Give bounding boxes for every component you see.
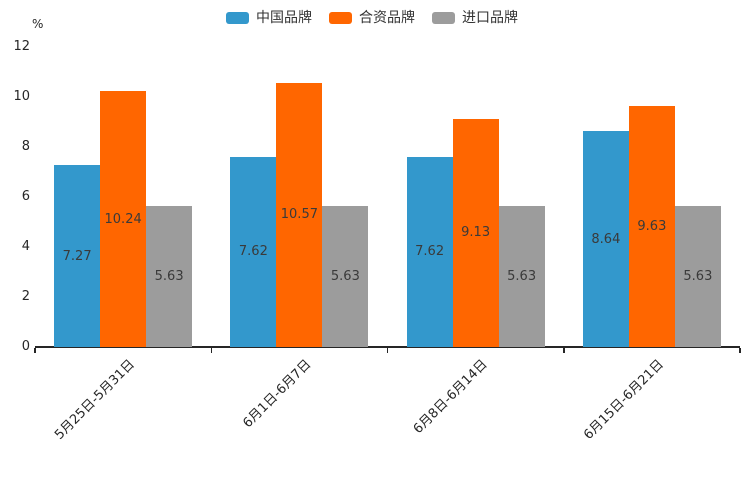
y-axis-unit-label: % [32, 17, 44, 31]
bar: 8.64 [582, 131, 629, 347]
legend-swatch-icon [432, 12, 455, 24]
x-axis-label: 6月15日-6月21日 [580, 357, 667, 443]
bar: 5.63 [322, 206, 369, 347]
bar-value-label: 8.64 [591, 231, 621, 247]
x-axis-tick [739, 348, 741, 353]
x-axis-label: 5月25日-5月31日 [51, 357, 138, 443]
y-axis-tick-label: 10 [13, 89, 30, 104]
bar: 10.57 [276, 82, 323, 347]
y-axis-tick-label: 0 [21, 339, 30, 354]
y-axis-tick-label: 8 [21, 139, 30, 154]
bar: 7.62 [406, 156, 453, 347]
legend-item-series-2[interactable]: 进口品牌 [432, 10, 518, 26]
bar-value-label: 7.62 [238, 244, 268, 260]
bar-value-label: 9.13 [461, 225, 491, 241]
x-axis-label: 6月8日-6月14日 [410, 357, 491, 437]
x-axis-label: 6月1日-6月7日 [239, 357, 314, 432]
legend-item-series-0[interactable]: 中国品牌 [226, 10, 312, 26]
legend-label: 合资品牌 [359, 10, 415, 26]
bar: 7.62 [230, 156, 277, 347]
bar-value-label: 5.63 [683, 269, 713, 285]
x-axis-tick [34, 348, 36, 353]
bar: 10.24 [100, 91, 147, 347]
bar-value-label: 5.63 [507, 269, 537, 285]
bar-value-label: 5.63 [154, 269, 184, 285]
bar: 7.27 [54, 165, 101, 347]
bar: 9.63 [628, 106, 675, 347]
y-axis-tick-label: 4 [21, 239, 30, 254]
legend-item-series-1[interactable]: 合资品牌 [329, 10, 415, 26]
y-axis-tick-label: 6 [21, 189, 30, 204]
bar: 5.63 [498, 206, 545, 347]
x-axis-tick [563, 348, 565, 353]
bar-value-label: 7.62 [415, 244, 445, 260]
legend-label: 进口品牌 [462, 10, 518, 26]
bar-value-label: 7.27 [62, 248, 92, 264]
chart-legend: 中国品牌 合资品牌 进口品牌 [0, 8, 744, 28]
legend-swatch-icon [226, 12, 249, 24]
legend-swatch-icon [329, 12, 352, 24]
bar: 9.13 [452, 118, 499, 347]
bar: 5.63 [146, 206, 193, 347]
bar-value-label: 5.63 [330, 269, 360, 285]
x-axis-line [35, 346, 740, 348]
legend-label: 中国品牌 [256, 10, 312, 26]
x-axis-tick [210, 348, 212, 353]
y-axis-tick-label: 2 [21, 289, 30, 304]
bar: 5.63 [674, 206, 721, 347]
bar-value-label: 10.24 [104, 211, 142, 227]
bar-value-label: 9.63 [637, 219, 667, 235]
y-axis-tick-label: 12 [13, 39, 30, 54]
x-axis-tick [386, 348, 389, 353]
bar-value-label: 10.57 [280, 207, 318, 223]
